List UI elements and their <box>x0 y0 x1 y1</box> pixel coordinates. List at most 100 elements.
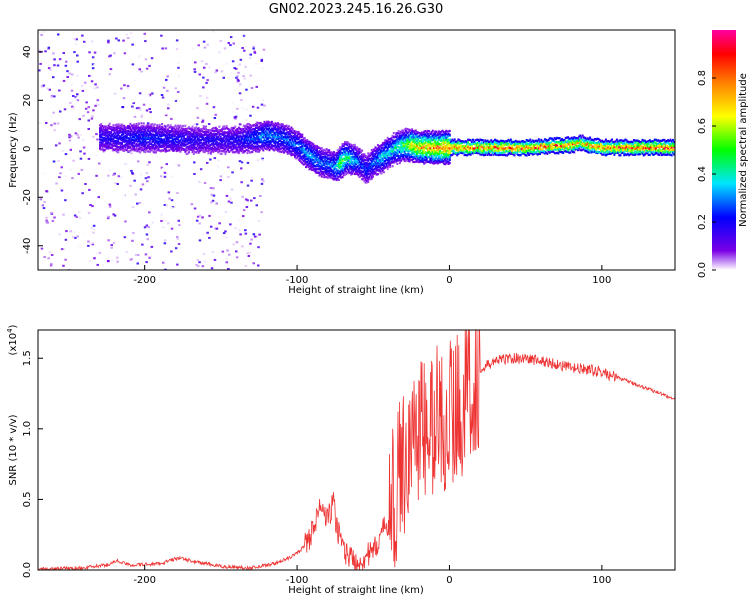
ridge-cell <box>511 140 513 143</box>
ridge-cell <box>131 135 134 139</box>
noise-speckle <box>45 119 48 122</box>
ridge-cell <box>180 130 183 133</box>
noise-speckle <box>78 245 81 248</box>
ridge-cell <box>469 143 472 146</box>
ridge-cell <box>144 145 147 148</box>
ridge-cell <box>284 138 287 141</box>
ridge-cell <box>267 127 270 130</box>
ridge-cell <box>294 132 296 135</box>
ridge-cell <box>218 150 221 153</box>
ridge-cell <box>523 140 526 143</box>
ridge-cell <box>441 151 444 154</box>
ridge-cell <box>125 139 128 143</box>
ridge-cell <box>457 152 460 155</box>
ridge-cell <box>268 149 271 152</box>
ridge-cell <box>190 132 193 135</box>
ridge-cell <box>136 131 139 134</box>
noise-speckle <box>231 110 235 113</box>
ridge-cell <box>192 150 195 153</box>
ridge-cell <box>385 158 388 161</box>
noise-speckle <box>135 67 139 70</box>
noise-speckle <box>115 37 118 40</box>
ridge-cell <box>148 133 151 136</box>
ridge-cell <box>227 127 229 130</box>
ridge-cell <box>418 140 421 143</box>
ridge-cell <box>298 150 301 153</box>
ridge-cell <box>223 148 226 151</box>
ridge-cell <box>403 160 406 163</box>
ridge-cell <box>109 127 112 131</box>
ridge-cell <box>439 149 442 152</box>
ridge-cell <box>117 126 120 130</box>
noise-speckle <box>112 213 115 216</box>
ridge-cell <box>198 133 201 136</box>
ridge-cell <box>407 159 410 162</box>
ridge-cell <box>214 126 217 129</box>
ridge-cell <box>196 136 199 139</box>
ridge-cell <box>342 143 345 146</box>
ridge-cell <box>286 135 289 138</box>
ridge-cell <box>362 178 365 181</box>
ridge-cell <box>413 145 416 148</box>
ridge-cell <box>358 151 361 155</box>
ridge-cell <box>116 145 118 148</box>
noise-speckle <box>84 81 87 84</box>
ridge-cell <box>286 126 289 129</box>
ridge-cell <box>295 150 298 153</box>
ridge-cell <box>259 138 262 141</box>
noise-speckle <box>107 215 110 218</box>
ridge-cell <box>116 128 118 131</box>
ridge-cell <box>109 131 112 134</box>
ridge-cell <box>192 130 195 133</box>
ridge-cell <box>294 156 296 159</box>
ridge-cell <box>316 153 318 156</box>
ridge-cell <box>362 153 365 156</box>
ridge-cell <box>301 133 304 136</box>
ridge-cell <box>435 161 438 164</box>
ridge-cell <box>384 150 387 153</box>
noise-speckle <box>141 243 144 246</box>
ridge-cell <box>190 141 193 144</box>
ridge-cell <box>196 127 199 131</box>
ridge-cell <box>274 142 277 145</box>
ridge-cell <box>424 136 427 139</box>
ridge-cell <box>316 164 318 167</box>
ridge-cell <box>303 163 306 166</box>
ridge-cell <box>227 133 229 136</box>
noise-speckle <box>232 213 236 215</box>
ridge-cell <box>272 129 275 132</box>
ridge-cell <box>246 137 249 140</box>
ridge-cell <box>198 141 201 144</box>
ridge-cell <box>136 137 139 140</box>
ridge-cell <box>269 133 272 136</box>
noise-speckle <box>177 219 180 222</box>
ridge-cell <box>325 159 328 162</box>
ridge-cell <box>401 131 404 134</box>
ridge-cell <box>437 133 440 136</box>
ridge-cell <box>326 173 329 176</box>
ridge-cell <box>514 139 517 142</box>
ridge-cell <box>127 144 129 147</box>
ridge-cell <box>203 150 206 154</box>
ridge-cell <box>195 131 198 134</box>
ridge-cell <box>106 137 109 140</box>
noise-speckle <box>47 46 51 49</box>
ridge-cell <box>483 154 485 157</box>
ridge-cell <box>290 145 293 148</box>
ridge-cell <box>283 125 285 128</box>
noise-speckle <box>234 227 237 230</box>
ridge-cell <box>418 144 421 147</box>
ridge-cell <box>202 133 205 137</box>
ridge-cell <box>331 177 334 180</box>
ridge-cell <box>122 124 125 127</box>
ridge-cell <box>391 158 394 161</box>
ridge-cell <box>379 145 382 148</box>
ridge-cell <box>272 145 275 148</box>
ridge-cell <box>531 150 534 153</box>
ridge-cell <box>196 131 199 134</box>
ridge-cell <box>113 136 116 139</box>
noise-speckle <box>87 106 90 109</box>
ridge-cell <box>431 162 434 165</box>
ridge-cell <box>517 142 520 145</box>
ridge-cell <box>101 146 104 149</box>
